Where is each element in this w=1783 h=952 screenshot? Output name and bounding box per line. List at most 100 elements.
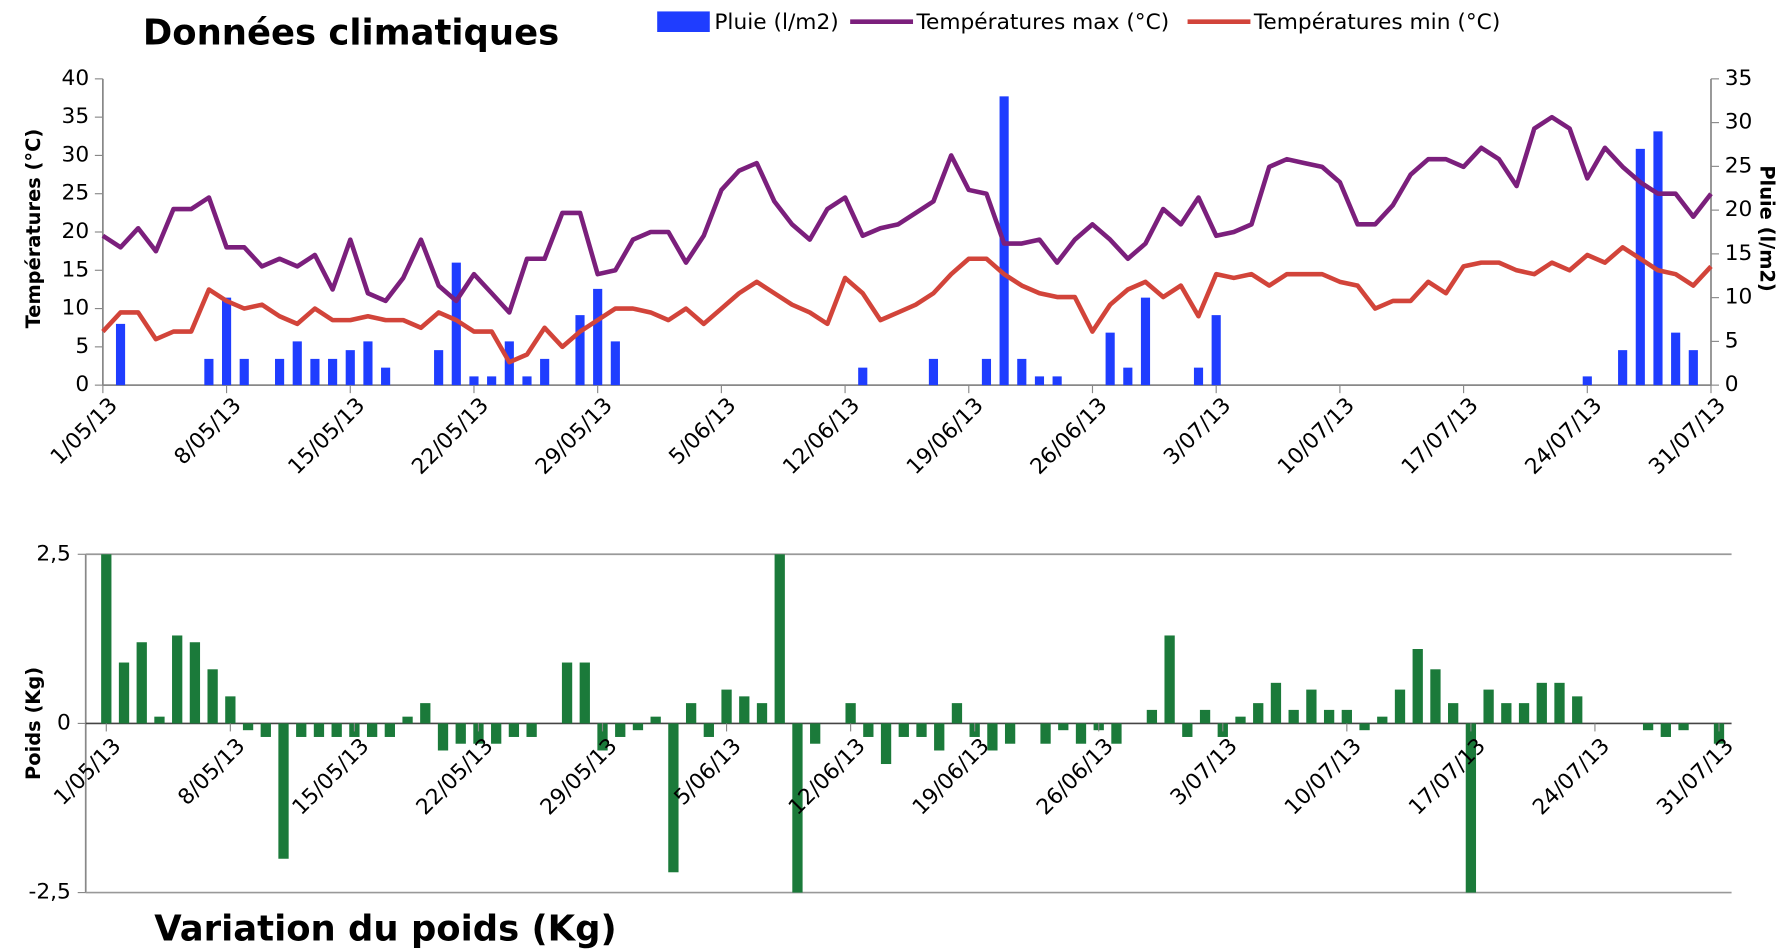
weight-bar (1430, 669, 1441, 724)
rain-bar (593, 288, 603, 386)
weight-bar (1660, 723, 1671, 737)
weight-bar (1572, 696, 1583, 724)
y2-axis-title: Pluie (l/m2) (1755, 165, 1778, 291)
weight-bar (1253, 703, 1264, 724)
weight-bar (1501, 703, 1512, 724)
weight-bar (1199, 709, 1211, 724)
rain-bar (522, 376, 532, 386)
x-tick-label: 24/07/13 (1521, 393, 1608, 480)
rain-bar (275, 358, 285, 386)
x-tick-label: 22/05/13 (412, 734, 499, 821)
weight-bar (526, 723, 537, 737)
rain-bar (1140, 297, 1151, 386)
legend-swatch (657, 11, 710, 32)
weight-bar (1412, 649, 1423, 724)
y-tick-label: 15 (62, 257, 90, 282)
y2-tick-label: 20 (1725, 197, 1753, 222)
weight-bar (721, 689, 732, 724)
weight-bar (225, 696, 236, 724)
weight-bar (579, 662, 590, 724)
rain-bar (928, 358, 939, 386)
weight-bar (313, 723, 325, 737)
legend-label: Températures min (°C) (1253, 10, 1500, 35)
y-axis-title: Températures (°C) (22, 129, 45, 329)
temperature-line (101, 114, 1713, 315)
y2-tick-label: 25 (1725, 153, 1753, 178)
rain-bar (1582, 376, 1592, 386)
rain-bar (575, 315, 585, 386)
rain-bar (1193, 367, 1204, 386)
weight-bar (1359, 723, 1370, 731)
weight-bar (1536, 682, 1547, 724)
rain-bar (381, 367, 391, 386)
weight-bar (1394, 689, 1406, 724)
weight-bar (739, 696, 750, 724)
weight-bar (1111, 723, 1122, 744)
rain-bar (363, 341, 373, 386)
x-tick-label: 19/06/13 (902, 393, 989, 480)
weight-bar (756, 703, 768, 724)
rain-bar (610, 341, 620, 386)
y-axis-title: Poids (Kg) (22, 667, 45, 780)
rain-bar (221, 297, 232, 386)
weight-bar (172, 635, 183, 724)
rain-bar (469, 376, 479, 386)
rain-bar (1017, 358, 1027, 386)
rain-bar (981, 358, 992, 386)
rain-bar (1671, 332, 1681, 386)
rain-bar (1618, 350, 1628, 386)
y-tick-label: 0 (75, 372, 89, 397)
weight-bar (1377, 716, 1388, 724)
weight-bar (1288, 709, 1299, 724)
weight-bar (1182, 723, 1193, 737)
weight-bar (1448, 703, 1459, 724)
weight-bar (1323, 709, 1335, 724)
y-tick-label: 0 (57, 710, 71, 735)
weight-bar (1642, 723, 1654, 731)
x-tick-label: 26/06/13 (1032, 734, 1119, 821)
weight-bar (1270, 682, 1282, 724)
rain-bar (292, 341, 302, 386)
chart-title: Variation du poids (Kg) (154, 908, 616, 949)
y-tick-label: 30 (62, 142, 90, 167)
x-tick-label: 10/07/13 (1273, 393, 1360, 480)
rain-bar (1105, 332, 1115, 386)
weight-bar (118, 662, 130, 724)
rain-bar (115, 323, 126, 386)
rain-bar (1211, 315, 1221, 386)
weight-bar (916, 723, 927, 737)
rain-bar (239, 358, 249, 386)
weight-bar (1058, 723, 1069, 731)
weight-bar (437, 723, 449, 751)
x-tick-label: 26/06/13 (1026, 393, 1113, 480)
y-tick-label: 40 (62, 66, 90, 91)
rain-bar (1653, 131, 1663, 386)
weight-bar (242, 723, 254, 731)
x-tick-label: 29/05/13 (531, 393, 618, 480)
x-tick-label: 1/05/13 (49, 734, 126, 811)
weight-bar (987, 723, 998, 751)
weight-bar (845, 703, 856, 724)
temperature-line (101, 245, 1713, 365)
x-tick-label: 3/07/13 (1166, 734, 1243, 811)
weight-bar (1235, 716, 1246, 724)
weight-bar (1483, 689, 1494, 724)
y-tick-label: 35 (62, 104, 90, 129)
weight-bar (1004, 723, 1016, 744)
weight-bar (880, 723, 892, 765)
x-tick-label: 5/06/13 (664, 393, 741, 470)
weight-bar (101, 554, 112, 724)
rain-bar (345, 350, 355, 386)
y2-tick-label: 5 (1725, 328, 1739, 353)
weight-bar (1518, 703, 1530, 724)
y2-tick-label: 10 (1725, 285, 1753, 310)
weight-bar (561, 662, 573, 724)
weight-bar (703, 723, 714, 737)
weight-bar (1678, 723, 1689, 731)
x-tick-label: 31/07/13 (1652, 734, 1739, 821)
weight-bar (1713, 723, 1725, 744)
rain-bar (1052, 376, 1062, 386)
weight-bar (1040, 723, 1051, 744)
weight-bar (278, 723, 289, 859)
weight-bar (420, 703, 431, 724)
